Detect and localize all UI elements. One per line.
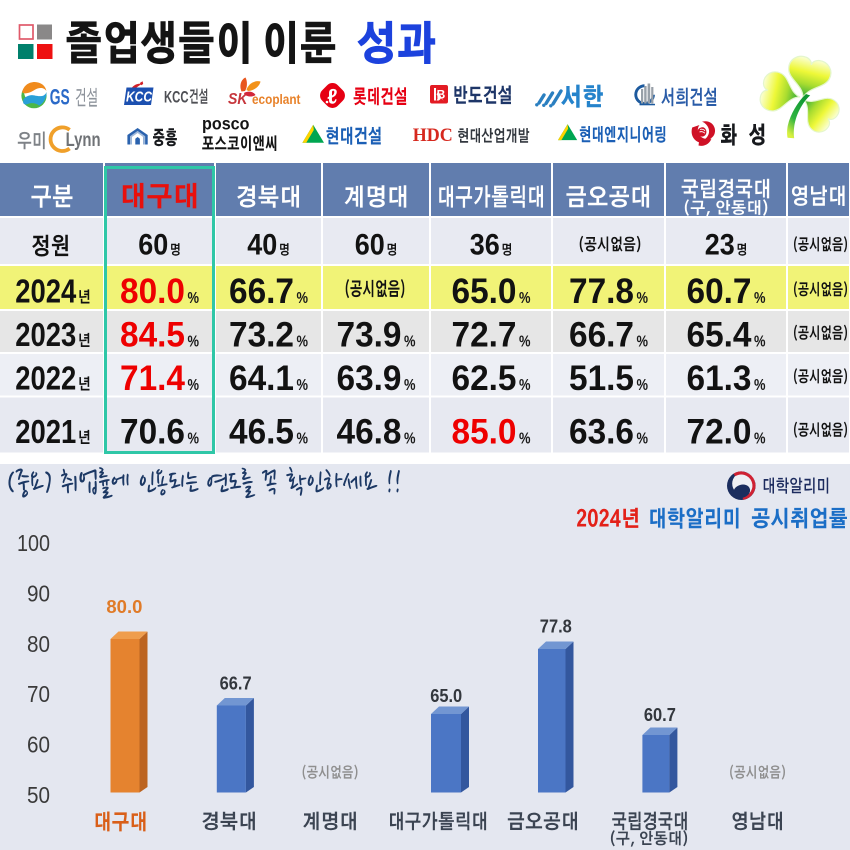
svg-text:SK: SK <box>228 91 249 108</box>
svg-text:2024: 2024 <box>15 273 77 310</box>
svg-text:B: B <box>437 88 446 102</box>
svg-text:80.0: 80.0 <box>106 597 142 617</box>
svg-text:100: 100 <box>17 530 50 556</box>
svg-text:85.0: 85.0 <box>452 413 517 452</box>
svg-text:%: % <box>188 290 200 307</box>
svg-text:2022: 2022 <box>15 360 76 397</box>
svg-text:71.4: 71.4 <box>120 359 186 398</box>
svg-text:40: 40 <box>247 229 277 262</box>
svg-text:73.2: 73.2 <box>229 316 294 355</box>
svg-text:60: 60 <box>355 229 385 262</box>
svg-text:77.8: 77.8 <box>540 617 572 637</box>
svg-text:50: 50 <box>27 782 50 808</box>
svg-text:%: % <box>404 377 416 394</box>
svg-text:62.5: 62.5 <box>452 359 517 398</box>
svg-text:46.8: 46.8 <box>337 413 402 452</box>
svg-text:%: % <box>188 334 200 351</box>
svg-text:73.9: 73.9 <box>337 316 402 355</box>
svg-text:%: % <box>297 334 309 351</box>
svg-text:%: % <box>404 334 416 351</box>
svg-text:66.7: 66.7 <box>220 674 252 694</box>
svg-text:2021: 2021 <box>15 413 76 450</box>
svg-text:80: 80 <box>27 631 50 657</box>
svg-text:%: % <box>188 377 200 394</box>
svg-text:%: % <box>188 431 200 448</box>
svg-text:64.1: 64.1 <box>229 359 294 398</box>
svg-text:%: % <box>297 431 309 448</box>
svg-text:%: % <box>754 290 766 307</box>
svg-text:90: 90 <box>27 580 50 606</box>
svg-text:%: % <box>519 377 531 394</box>
svg-text:84.5: 84.5 <box>120 316 185 355</box>
svg-text:%: % <box>637 290 649 307</box>
svg-text:%: % <box>519 290 531 307</box>
svg-text:KCC: KCC <box>126 89 153 106</box>
svg-text:70.6: 70.6 <box>120 413 185 452</box>
svg-text:65.0: 65.0 <box>452 272 517 311</box>
svg-text:posco: posco <box>202 114 250 134</box>
svg-text:66.7: 66.7 <box>569 316 634 355</box>
svg-text:%: % <box>297 377 309 394</box>
svg-text:ℓ: ℓ <box>327 86 337 109</box>
svg-text:HDC: HDC <box>413 126 453 146</box>
svg-text:%: % <box>637 431 649 448</box>
svg-text:%: % <box>754 377 766 394</box>
svg-text:61.3: 61.3 <box>687 359 752 398</box>
svg-text:60.7: 60.7 <box>644 705 676 725</box>
svg-text:%: % <box>519 431 531 448</box>
svg-text:%: % <box>754 431 766 448</box>
svg-text:23: 23 <box>705 229 735 262</box>
svg-text:%: % <box>754 334 766 351</box>
svg-text:2023: 2023 <box>15 316 76 353</box>
svg-text:60: 60 <box>138 229 168 262</box>
svg-text:65.0: 65.0 <box>430 686 462 706</box>
svg-text:%: % <box>519 334 531 351</box>
svg-text:72.0: 72.0 <box>687 413 752 452</box>
svg-text:GS: GS <box>50 85 70 110</box>
svg-text:36: 36 <box>470 229 500 262</box>
svg-text:ecoplant: ecoplant <box>252 91 301 107</box>
svg-text:65.4: 65.4 <box>687 316 753 355</box>
svg-text:70: 70 <box>27 681 50 707</box>
svg-text:%: % <box>637 377 649 394</box>
svg-text:51.5: 51.5 <box>569 359 634 398</box>
svg-text:KCC: KCC <box>164 89 189 107</box>
svg-text:%: % <box>404 431 416 448</box>
svg-text:Lynn: Lynn <box>66 129 101 151</box>
svg-text:80.0: 80.0 <box>120 272 185 311</box>
svg-text:46.5: 46.5 <box>229 413 294 452</box>
svg-text:%: % <box>637 334 649 351</box>
svg-text:63.9: 63.9 <box>337 359 402 398</box>
svg-text:77.8: 77.8 <box>569 272 634 311</box>
svg-text:72.7: 72.7 <box>452 316 517 355</box>
svg-text:60.7: 60.7 <box>687 272 752 311</box>
svg-text:60: 60 <box>27 732 50 758</box>
svg-text:66.7: 66.7 <box>229 272 294 311</box>
svg-text:%: % <box>297 290 309 307</box>
svg-text:63.6: 63.6 <box>569 413 634 452</box>
